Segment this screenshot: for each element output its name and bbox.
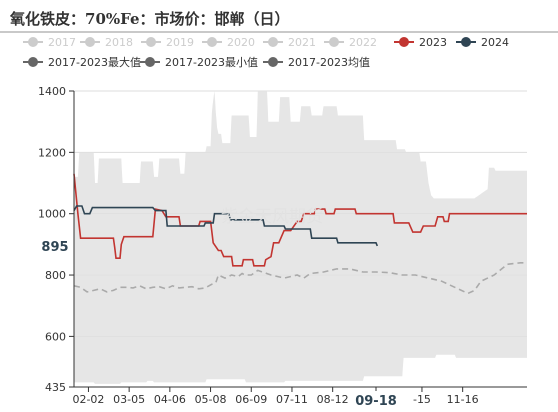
legend-label: 2017-2023最大值 [48,55,141,69]
legend-label: 2020 [227,36,255,49]
legend-item-2017-2023均值[interactable]: 2017-2023均值 [263,56,370,69]
x-tick-label: 03-05 [113,393,145,406]
legend-marker [268,37,278,47]
legend-marker [268,57,278,67]
legend-label: 2019 [166,36,194,49]
legend-marker [145,57,155,67]
series-line-average [73,262,527,295]
x-tick-label: 02-02 [72,393,104,406]
y-tick-label: 1200 [38,146,66,159]
x-tick-label: 06-09 [235,393,267,406]
legend-marker [146,37,156,47]
series-line-2024 [73,205,379,247]
chart-legend: 2017 2018 2019 2020 2021 2022 2023 2024 2017-202… [23,36,509,69]
x-tick-label: 08-12 [317,393,349,406]
legend-item-2021[interactable]: 2021 [263,36,316,49]
line-chart: 2017 2018 2019 2020 2021 2022 2023 2024 2017-202… [23,36,527,409]
legend-item-2017[interactable]: 2017 [23,36,76,49]
x-tick-label: -15 [413,393,431,406]
legend-marker [329,37,339,47]
series-line-2023 [73,173,527,267]
x-tick-label: 04-06 [154,393,186,406]
y-tick-label: 800 [45,269,66,282]
y-tick-label: 435 [45,381,66,394]
y-tick-label: 600 [45,330,66,343]
title-divider [0,31,558,33]
x-cursor-box [352,391,400,409]
watermark: 紫金天风期货 [221,207,323,227]
legend-item-2024[interactable]: 2024 [456,36,509,49]
y-cursor-label: 895 [41,240,68,255]
legend-marker [461,37,471,47]
legend-label: 2018 [105,36,133,49]
legend-marker [85,37,95,47]
legend-item-2017-2023最大值[interactable]: 2017-2023最大值 [23,55,141,69]
legend-label: 2017-2023最小值 [165,56,258,69]
y-tick-label: 1000 [38,208,66,221]
x-tick-label: 05-08 [195,393,227,406]
legend-item-2023[interactable]: 2023 [394,36,447,49]
legend-label: 2021 [288,36,316,49]
legend-item-2019[interactable]: 2019 [141,36,194,49]
legend-marker [28,37,38,47]
legend-marker [399,37,409,47]
legend-label: 2023 [419,36,447,49]
title-bar: 氧化铁皮：70%Fe：市场价：邯郸（日） [0,0,558,33]
y-tick-label: 1400 [38,85,66,98]
legend-label: 2022 [349,36,377,49]
x-tick-label: 07-11 [276,393,308,406]
y-cursor-box [37,236,73,256]
chart-title: 氧化铁皮：70%Fe：市场价：邯郸（日） [10,10,290,28]
legend-label: 2017-2023均值 [288,56,370,69]
legend-marker [207,37,217,47]
x-tick-label: 11-16 [447,393,479,406]
legend-item-2017-2023最小值[interactable]: 2017-2023最小值 [140,56,258,69]
y-axis: 435 600 800 1000 1200 1400 895 [37,85,75,394]
legend-item-2018[interactable]: 2018 [80,36,133,49]
legend-label: 2017 [48,36,76,49]
x-cursor-label: 09-18 [355,394,397,409]
legend-label: 2024 [481,36,509,49]
legend-item-2022[interactable]: 2022 [324,36,377,49]
plot-area [73,90,527,387]
max-min-band [74,91,527,384]
legend-item-2020[interactable]: 2020 [202,36,255,49]
legend-marker [28,57,38,67]
x-axis: 02-02 03-05 04-06 05-08 06-09 07-11 08-12 09-18… [72,386,527,409]
